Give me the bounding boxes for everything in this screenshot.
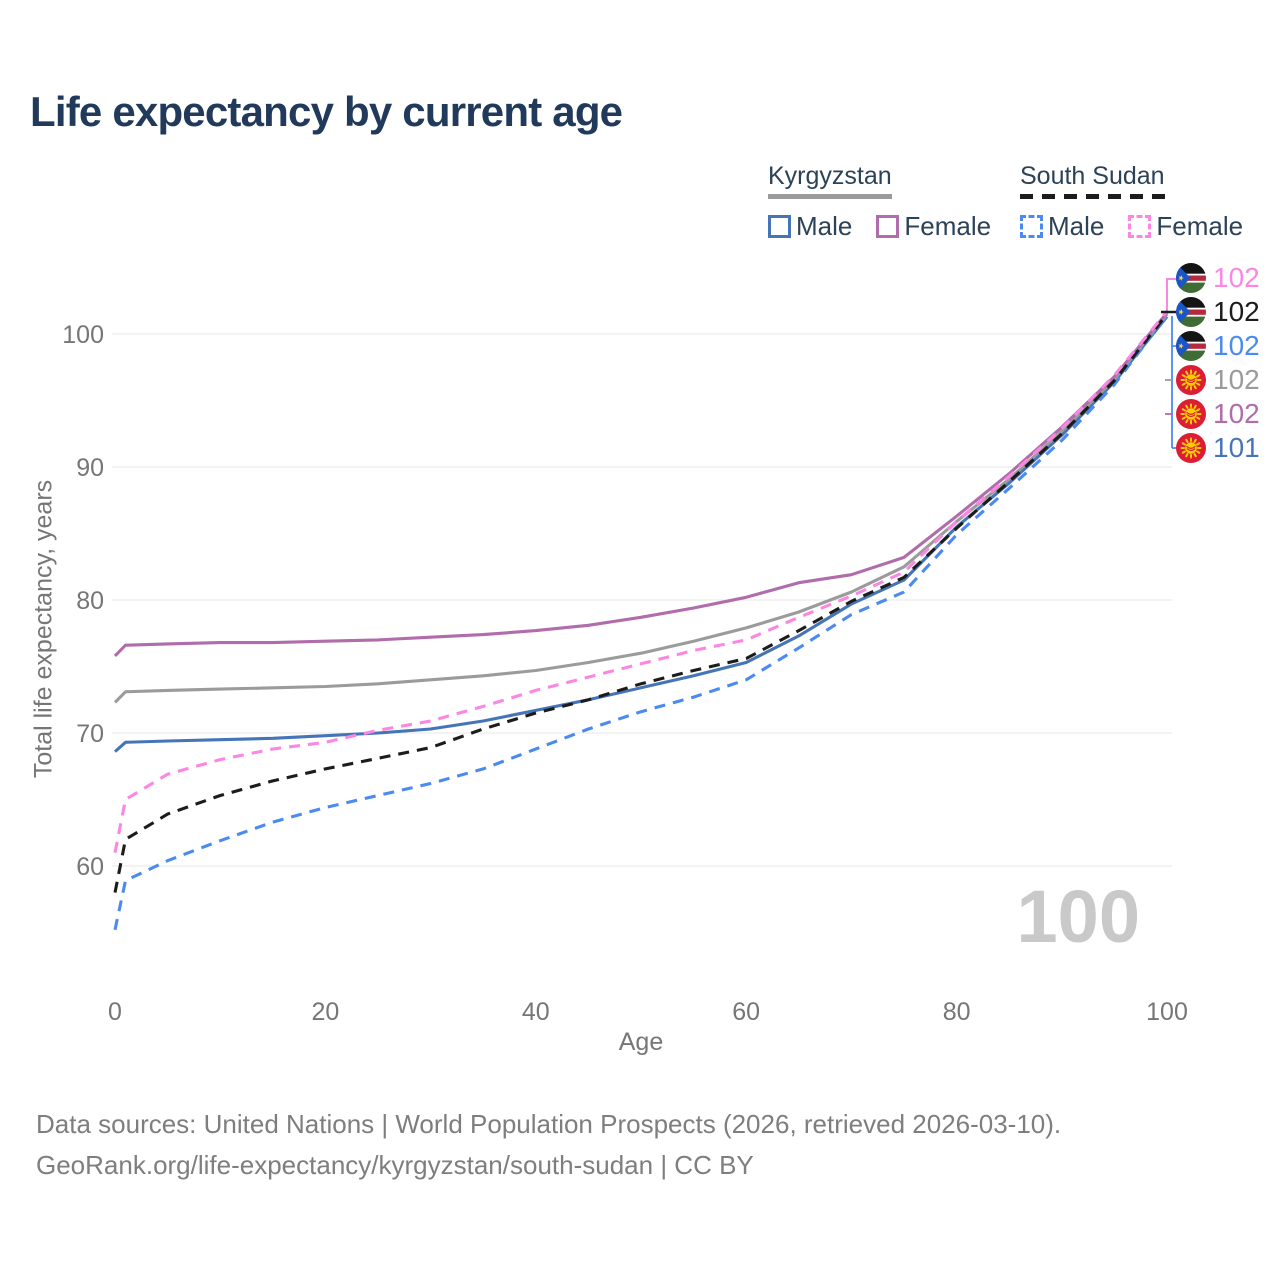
page-title: Life expectancy by current age	[30, 88, 623, 135]
series-line-kyrgyzstan-female	[113, 311, 1169, 657]
x-tick-label: 40	[522, 998, 550, 1026]
south-sudan-flag-icon	[1176, 263, 1206, 293]
legend-entries: Male Female	[768, 211, 991, 242]
kyrgyzstan-flag-icon	[1176, 365, 1206, 395]
end-value: 102	[1213, 330, 1260, 361]
legend-country-label: Kyrgyzstan	[768, 162, 892, 190]
age-watermark: 100	[1016, 875, 1140, 958]
end-label-row: 102	[1176, 330, 1260, 361]
legend-entry-label: Male	[1048, 211, 1105, 241]
x-tick-label: 80	[943, 998, 971, 1026]
end-value: 102	[1213, 262, 1260, 293]
series-line-kyrgyzstan-total	[113, 313, 1169, 704]
y-tick-label: 80	[76, 587, 104, 615]
series-line-south-sudan-male	[113, 314, 1169, 931]
end-value: 101	[1213, 432, 1260, 463]
y-tick-label: 60	[76, 853, 104, 881]
legend-group-south-sudan: South Sudan Male Female	[1020, 162, 1243, 242]
legend-entry-label: Female	[904, 211, 992, 241]
footer: Data sources: United Nations | World Pop…	[36, 1104, 1061, 1186]
y-tick-label: 90	[76, 454, 104, 482]
legend-entry-south-sudan-male: Male	[1020, 211, 1104, 242]
legend-entries: Male Female	[1020, 211, 1243, 242]
end-label-row: 102	[1176, 364, 1260, 395]
south-sudan-flag-icon	[1176, 297, 1206, 327]
kyrgyzstan-male-swatch	[768, 215, 791, 238]
south-sudan-flag-icon	[1176, 331, 1206, 361]
series-line-south-sudan-total	[113, 313, 1169, 893]
legend-country-label: South Sudan	[1020, 162, 1165, 190]
legend-group-kyrgyzstan: Kyrgyzstan Male Female	[768, 162, 991, 242]
kyrgyzstan-flag-icon	[1176, 399, 1206, 429]
x-axis-title: Age	[618, 1028, 664, 1056]
kyrgyzstan-female-swatch	[876, 215, 900, 238]
y-tick-label: 100	[62, 321, 104, 349]
end-label-row: 102	[1176, 398, 1260, 429]
legend-country-header: South Sudan	[1020, 162, 1165, 199]
legend-entry-south-sudan-female: Female	[1128, 211, 1243, 242]
end-label-row: 102	[1176, 296, 1260, 327]
x-tick-label: 0	[108, 998, 122, 1026]
attribution-line: GeoRank.org/life-expectancy/kyrgyzstan/s…	[36, 1150, 754, 1180]
kyrgyzstan-flag-icon	[1176, 433, 1206, 463]
end-label-row: 101	[1176, 432, 1260, 463]
solid-line-style-swatch	[768, 194, 892, 199]
series-line-south-sudan-female	[113, 310, 1169, 854]
leader-line	[1166, 278, 1177, 311]
y-axis-title: Total life expectancy, years	[29, 479, 58, 779]
dashed-line-style-swatch	[1020, 194, 1165, 199]
x-tick-label: 60	[732, 998, 760, 1026]
south-sudan-female-swatch	[1128, 215, 1152, 238]
y-tick-label: 70	[76, 720, 104, 748]
end-label-row: 102	[1176, 262, 1260, 293]
legend-country-header: Kyrgyzstan	[768, 162, 892, 199]
legend-entry-kyrgyzstan-male: Male	[768, 211, 852, 242]
end-value: 102	[1213, 364, 1260, 395]
legend-entry-kyrgyzstan-female: Female	[876, 211, 991, 242]
x-tick-label: 20	[311, 998, 339, 1026]
series-line-kyrgyzstan-male	[113, 315, 1169, 753]
end-value: 102	[1213, 398, 1260, 429]
legend-entry-label: Male	[796, 211, 853, 241]
south-sudan-male-swatch	[1020, 215, 1043, 238]
x-tick-label: 100	[1146, 998, 1188, 1026]
data-source-line: Data sources: United Nations | World Pop…	[36, 1109, 1062, 1139]
legend-entry-label: Female	[1156, 211, 1244, 241]
end-value: 102	[1213, 296, 1260, 327]
